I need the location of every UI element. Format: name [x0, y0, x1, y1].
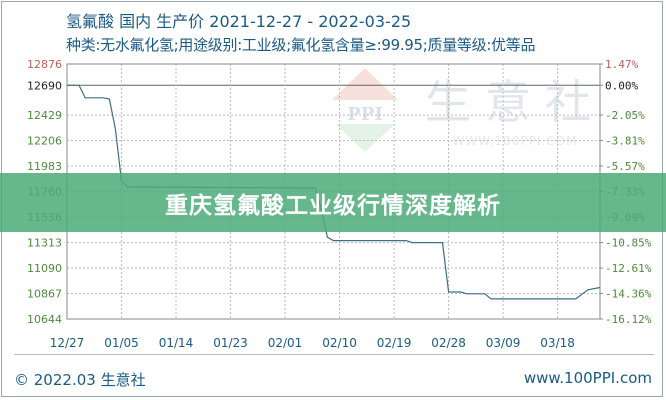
headline-banner: 重庆氢氟酸工业级行情深度解析	[0, 173, 666, 232]
y-tick-right: -2.05%	[605, 109, 645, 122]
y-tick-left: 10644	[27, 313, 62, 326]
y-tick-right: -10.85%	[605, 237, 652, 250]
y-tick-right: -16.12%	[605, 313, 652, 326]
y-tick-left: 12429	[27, 109, 62, 122]
y-tick-left: 12206	[27, 135, 62, 148]
x-tick-label: 01/23	[213, 336, 248, 350]
footer-divider	[14, 354, 654, 355]
chart-subtitle: 种类:无水氟化氢;用途级别:工业级;氟化氢含量≥:99.95;质量等级:优等品	[66, 36, 536, 54]
y-tick-left: 10867	[27, 288, 62, 301]
x-tick-label: 02/28	[431, 336, 466, 350]
x-tick-label: 03/09	[486, 336, 521, 350]
y-tick-right: -3.81%	[605, 135, 645, 148]
watermark-logo-bottom	[335, 124, 395, 152]
copyright: © 2022.03 生意社	[14, 371, 146, 389]
y-tick-right: 0.00%	[605, 79, 638, 92]
y-tick-right: -14.36%	[605, 288, 652, 301]
watermark-logo-text: PPI	[347, 104, 383, 125]
x-tick-label: 12/27	[50, 336, 85, 350]
x-tick-label: 03/18	[540, 336, 575, 350]
watermark-url: WWW.100PPI.COM	[453, 134, 578, 148]
y-tick-left: 11090	[27, 262, 62, 275]
y-tick-left: 12690	[27, 79, 62, 92]
y-tick-left: 12876	[27, 58, 62, 71]
x-tick-label: 02/10	[322, 336, 357, 350]
x-tick-label: 01/14	[159, 336, 194, 350]
watermark-name: 生意社	[425, 75, 605, 129]
x-tick-label: 01/05	[104, 336, 139, 350]
watermark: PPI 生意社 WWW.100PPI.COM	[332, 68, 605, 152]
headline-text: 重庆氢氟酸工业级行情深度解析	[165, 192, 501, 219]
y-tick-right: -5.57%	[605, 160, 645, 173]
x-tick-label: 02/19	[377, 336, 412, 350]
y-tick-right: 1.47%	[605, 58, 638, 71]
watermark-logo-top	[332, 68, 398, 100]
y-tick-left: 11983	[27, 160, 62, 173]
site-link[interactable]: www.100PPI.com	[523, 369, 652, 387]
chart-title: 氢氟酸 国内 生产价 2021-12-27 - 2022-03-25	[66, 12, 412, 31]
y-tick-left: 11313	[27, 237, 62, 250]
x-tick-label: 02/01	[268, 336, 303, 350]
y-tick-right: -12.61%	[605, 262, 652, 275]
